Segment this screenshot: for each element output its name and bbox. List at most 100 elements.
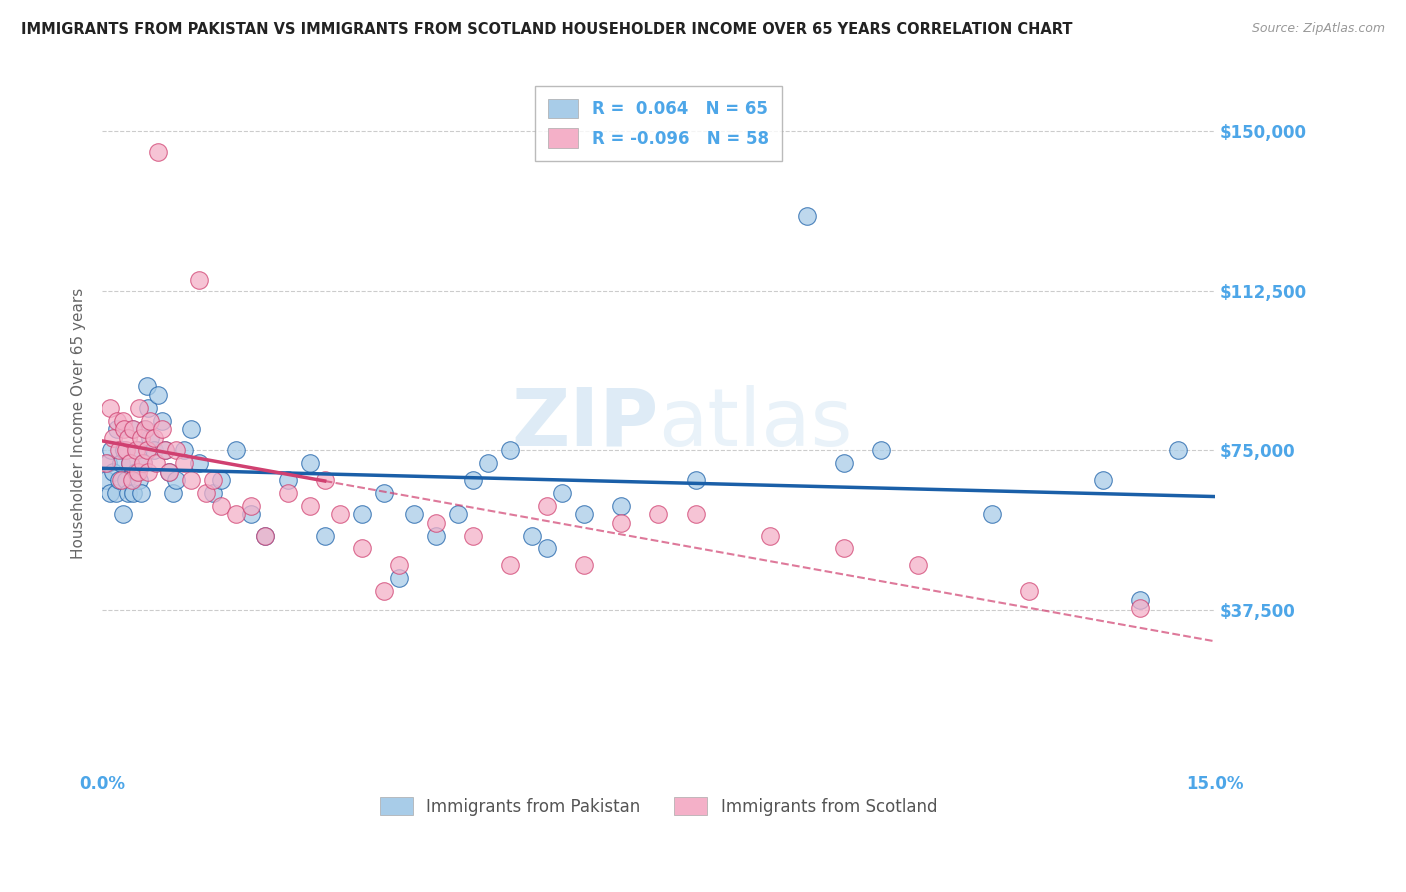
Point: [146, 145, 169, 159]
Point: [117, 486, 139, 500]
Point: [1129, 592, 1152, 607]
Point: [157, 465, 180, 479]
Legend: Immigrants from Pakistan, Immigrants from Scotland: Immigrants from Pakistan, Immigrants fro…: [371, 789, 945, 824]
Point: [522, 528, 544, 542]
Point: [461, 473, 484, 487]
Point: [610, 499, 633, 513]
Point: [350, 508, 373, 522]
Point: [180, 422, 202, 436]
Point: [239, 499, 262, 513]
Point: [134, 422, 156, 436]
Point: [461, 528, 484, 542]
Point: [239, 508, 262, 522]
Point: [110, 456, 132, 470]
Point: [254, 528, 277, 542]
Point: [195, 486, 218, 500]
Point: [103, 431, 125, 445]
Point: [115, 443, 138, 458]
Point: [225, 443, 247, 458]
Point: [373, 486, 395, 500]
Point: [277, 486, 299, 500]
Point: [447, 508, 470, 522]
Point: [94, 473, 117, 487]
Point: [98, 486, 121, 500]
Point: [129, 431, 152, 445]
Point: [127, 465, 149, 479]
Point: [120, 456, 142, 470]
Point: [155, 443, 177, 458]
Point: [150, 422, 173, 436]
Point: [105, 422, 128, 436]
Point: [796, 209, 818, 223]
Point: [110, 473, 132, 487]
Point: [209, 499, 232, 513]
Point: [143, 443, 166, 458]
Point: [157, 465, 180, 479]
Point: [870, 443, 893, 458]
Point: [97, 456, 120, 470]
Point: [187, 456, 209, 470]
Point: [1129, 601, 1152, 615]
Point: [114, 443, 136, 458]
Point: [143, 431, 166, 445]
Point: [114, 422, 136, 436]
Point: [981, 508, 1004, 522]
Point: [685, 473, 707, 487]
Point: [277, 473, 299, 487]
Text: Source: ZipAtlas.com: Source: ZipAtlas.com: [1251, 22, 1385, 36]
Point: [111, 508, 134, 522]
Point: [388, 571, 411, 585]
Point: [1092, 473, 1115, 487]
Point: [314, 528, 336, 542]
Point: [115, 473, 138, 487]
Point: [551, 486, 574, 500]
Point: [373, 584, 395, 599]
Point: [499, 558, 522, 573]
Point: [100, 443, 122, 458]
Y-axis label: Householder Income Over 65 years: Householder Income Over 65 years: [72, 288, 86, 559]
Point: [105, 413, 128, 427]
Point: [254, 528, 277, 542]
Point: [758, 528, 780, 542]
Point: [225, 508, 247, 522]
Point: [574, 508, 596, 522]
Point: [350, 541, 373, 556]
Point: [165, 473, 187, 487]
Point: [165, 443, 187, 458]
Point: [98, 401, 121, 415]
Point: [155, 443, 177, 458]
Point: [136, 401, 159, 415]
Point: [314, 473, 336, 487]
Point: [150, 413, 173, 427]
Point: [135, 379, 157, 393]
Point: [146, 388, 169, 402]
Point: [111, 413, 134, 427]
Point: [425, 528, 447, 542]
Point: [202, 486, 225, 500]
Point: [1018, 584, 1040, 599]
Point: [124, 443, 146, 458]
Point: [145, 456, 167, 470]
Point: [162, 486, 184, 500]
Point: [388, 558, 411, 573]
Point: [120, 456, 142, 470]
Point: [135, 443, 157, 458]
Point: [121, 473, 143, 487]
Point: [122, 422, 145, 436]
Point: [128, 473, 150, 487]
Point: [832, 541, 855, 556]
Point: [132, 456, 155, 470]
Point: [94, 456, 117, 470]
Point: [136, 465, 159, 479]
Point: [132, 456, 155, 470]
Point: [647, 508, 669, 522]
Point: [298, 456, 321, 470]
Point: [536, 541, 558, 556]
Point: [121, 422, 143, 436]
Text: IMMIGRANTS FROM PAKISTAN VS IMMIGRANTS FROM SCOTLAND HOUSEHOLDER INCOME OVER 65 : IMMIGRANTS FROM PAKISTAN VS IMMIGRANTS F…: [21, 22, 1073, 37]
Point: [180, 473, 202, 487]
Text: atlas: atlas: [658, 384, 853, 463]
Point: [499, 443, 522, 458]
Point: [402, 508, 425, 522]
Point: [104, 486, 127, 500]
